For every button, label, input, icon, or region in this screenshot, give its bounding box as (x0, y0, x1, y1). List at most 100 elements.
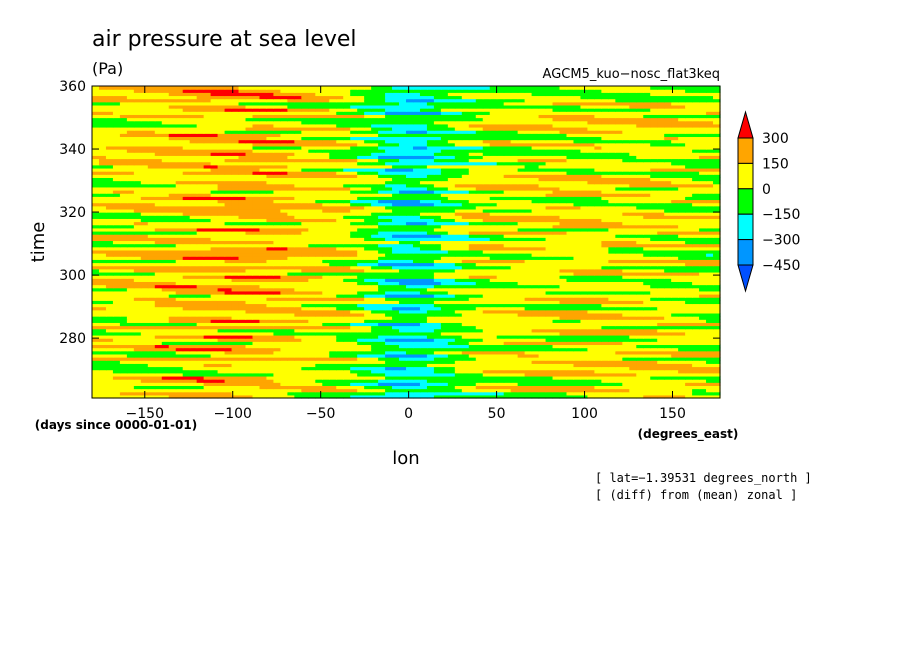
heatmap-cell (378, 338, 386, 342)
heatmap-cell (419, 237, 428, 242)
heatmap-cell (147, 246, 156, 251)
heatmap-cell (419, 394, 428, 399)
heatmap-cell (119, 234, 128, 238)
heatmap-cell (378, 290, 386, 295)
heatmap-cell (224, 309, 233, 314)
heatmap-cell (706, 306, 714, 311)
heatmap-cell (147, 312, 156, 317)
heatmap-cell (419, 243, 428, 248)
heatmap-cell (168, 306, 177, 311)
heatmap-cell (98, 234, 107, 238)
heatmap-cell (245, 275, 254, 279)
heatmap-cell (259, 360, 268, 364)
heatmap-cell (545, 325, 554, 330)
heatmap-cell (119, 243, 128, 248)
heatmap-cell (461, 372, 470, 377)
heatmap-cell (594, 357, 602, 361)
heatmap-cell (287, 331, 295, 336)
heatmap-cell (105, 287, 114, 292)
heatmap-cell (266, 243, 275, 248)
heatmap-cell (454, 328, 463, 333)
heatmap-cell (566, 262, 575, 267)
heatmap-cell (406, 319, 414, 323)
heatmap-cell (364, 338, 372, 342)
heatmap-cell (475, 366, 484, 371)
heatmap-cell (426, 294, 435, 298)
heatmap-cell (671, 240, 679, 245)
heatmap-cell (175, 221, 184, 226)
heatmap-cell (468, 388, 477, 393)
heatmap-cell (273, 227, 281, 232)
heatmap-cell (629, 328, 637, 333)
heatmap-cell (105, 328, 114, 333)
heatmap-cell (224, 379, 233, 383)
heatmap-cell (105, 309, 114, 314)
heatmap-cell (92, 360, 100, 364)
heatmap-cell (392, 287, 400, 292)
heatmap-cell (545, 369, 554, 374)
heatmap-cell (133, 338, 142, 342)
heatmap-cell (489, 372, 498, 377)
heatmap-cell (692, 271, 700, 276)
heatmap-cell (112, 338, 121, 342)
heatmap-cell (447, 363, 456, 368)
heatmap-cell (552, 353, 561, 358)
heatmap-cell (629, 246, 637, 251)
heatmap-cell (559, 256, 568, 260)
heatmap-cell (112, 253, 121, 257)
heatmap-cell (119, 268, 128, 273)
heatmap-cell (259, 334, 268, 339)
heatmap-cell (245, 221, 254, 226)
heatmap-cell (357, 338, 365, 342)
heatmap-cell (615, 306, 623, 311)
heatmap-cell (315, 312, 323, 317)
heatmap-cell (573, 353, 582, 358)
heatmap-cell (636, 363, 644, 368)
heatmap-cell (392, 391, 400, 396)
heatmap-cell (371, 319, 379, 323)
heatmap-cell (266, 290, 275, 295)
heatmap-cell (692, 290, 700, 295)
heatmap-cell (98, 284, 107, 289)
heatmap-cell (440, 290, 449, 295)
heatmap-cell (126, 379, 135, 383)
heatmap-cell (643, 338, 651, 342)
heatmap-cell (245, 341, 254, 346)
heatmap-cell (92, 253, 100, 257)
heatmap-cell (496, 287, 505, 292)
heatmap-cell (706, 369, 714, 374)
heatmap-cell (112, 240, 121, 245)
heatmap-cell (552, 271, 561, 276)
heatmap-cell (364, 297, 372, 301)
heatmap-cell (294, 221, 302, 226)
heatmap-cell (671, 287, 679, 292)
heatmap-cell (175, 382, 184, 386)
heatmap-cell (385, 290, 393, 295)
heatmap-cell (399, 300, 407, 305)
heatmap-cell (517, 328, 526, 333)
heatmap-cell (238, 227, 247, 232)
heatmap-cell (531, 249, 540, 254)
heatmap-cell (224, 237, 233, 242)
heatmap-cell (531, 275, 540, 279)
heatmap-cell (545, 319, 554, 323)
heatmap-cell (636, 249, 644, 254)
heatmap-cell (552, 325, 561, 330)
heatmap-cell (357, 341, 365, 346)
heatmap-cell (154, 259, 163, 264)
heatmap-cell (440, 319, 449, 323)
heatmap-cell (112, 243, 121, 248)
heatmap-cell (538, 375, 547, 380)
heatmap-cell (217, 237, 226, 242)
heatmap-cell (706, 275, 714, 279)
heatmap-cell (112, 334, 121, 339)
heatmap-cell (482, 253, 491, 257)
heatmap-cell (182, 363, 191, 368)
heatmap-cell (357, 363, 365, 368)
heatmap-cell (140, 227, 149, 232)
heatmap-cell (636, 309, 644, 314)
heatmap-cell (559, 253, 568, 257)
heatmap-cell (643, 294, 651, 298)
heatmap-cell (650, 240, 658, 245)
heatmap-cell (566, 230, 575, 235)
